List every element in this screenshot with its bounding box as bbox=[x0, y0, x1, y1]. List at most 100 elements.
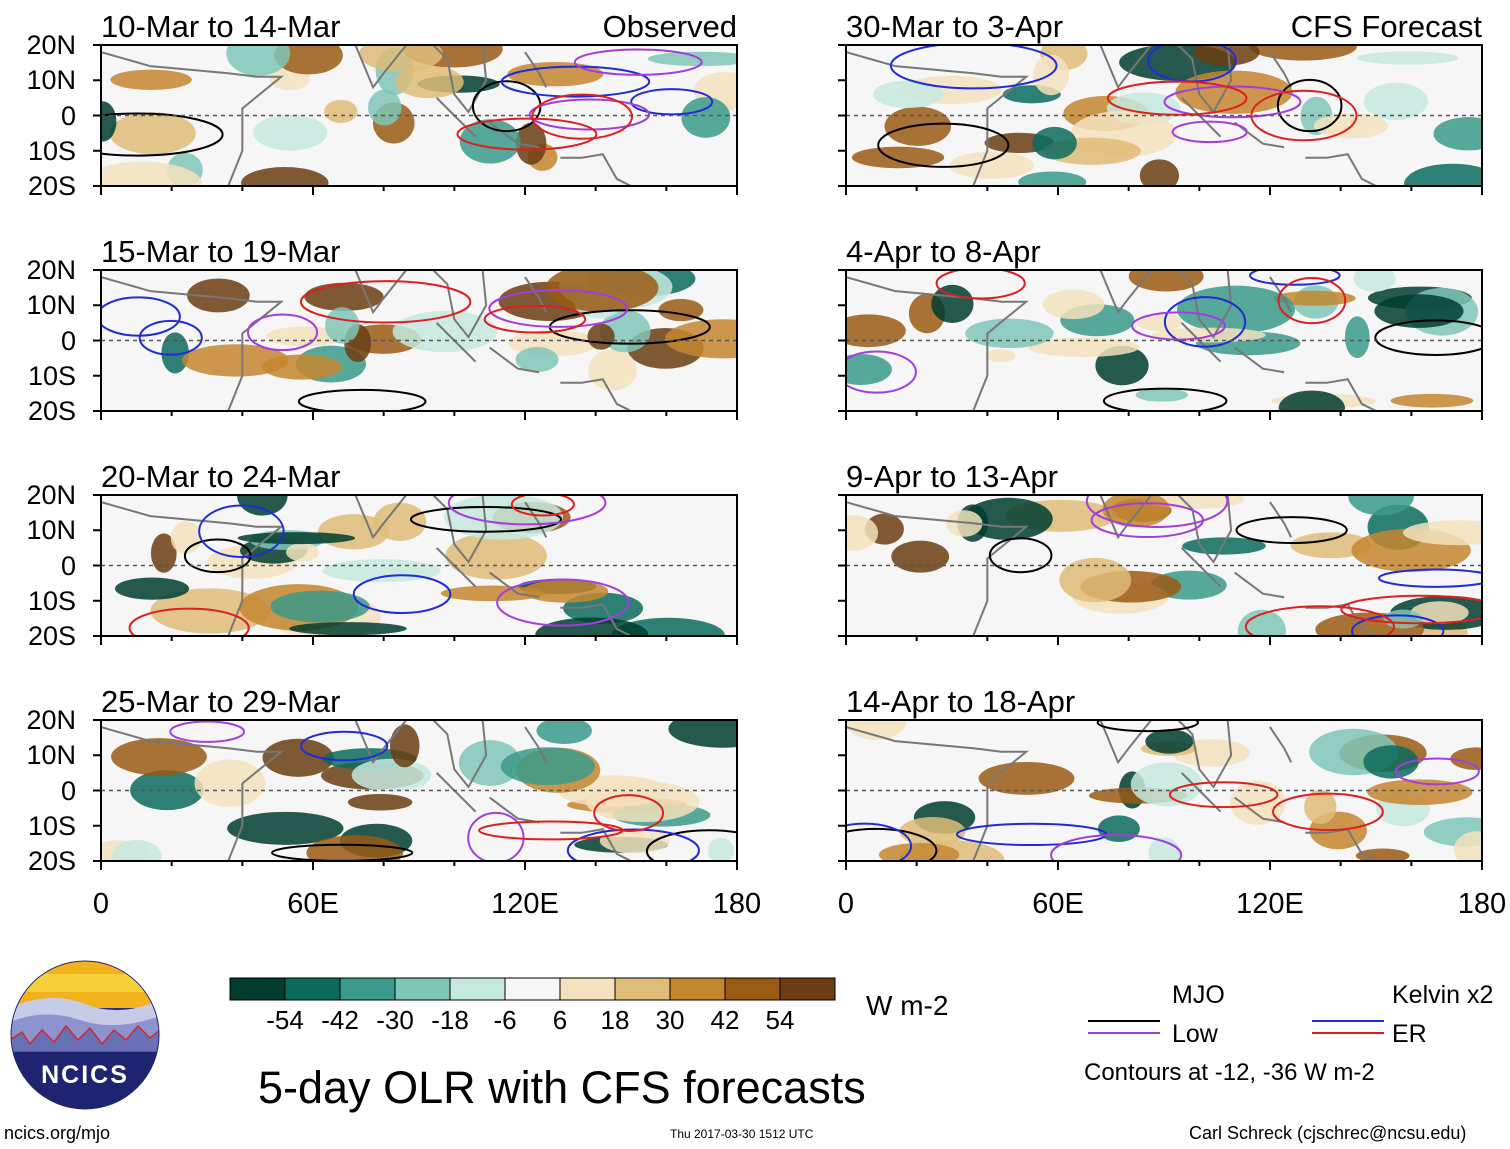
anomaly-cell bbox=[1229, 780, 1286, 825]
anomaly-cell bbox=[1059, 557, 1132, 603]
anomaly-cell bbox=[226, 45, 291, 76]
anomaly-cell bbox=[884, 106, 952, 146]
anomaly-cell bbox=[708, 837, 735, 861]
anomaly-cell bbox=[899, 817, 966, 847]
anomaly-cell bbox=[445, 532, 548, 580]
anomaly-cell bbox=[846, 515, 879, 551]
anomaly-cell bbox=[114, 577, 190, 600]
anomaly-cell bbox=[1027, 337, 1140, 357]
anomaly-cell bbox=[1042, 289, 1105, 320]
anomaly-cell bbox=[545, 270, 659, 312]
anomaly-cell bbox=[1148, 837, 1181, 861]
anomaly-cell bbox=[389, 724, 420, 768]
main-title: 5-day OLR with CFS forecasts bbox=[258, 1062, 866, 1113]
er-contour bbox=[531, 93, 634, 140]
er-contour bbox=[1168, 781, 1279, 809]
anomaly-cell bbox=[101, 101, 117, 142]
lat-label: 20N bbox=[26, 30, 76, 60]
mjo-contour bbox=[1096, 720, 1199, 733]
anomaly-cell bbox=[647, 51, 737, 67]
lat-label: 10S bbox=[27, 135, 76, 166]
mjo-contour bbox=[101, 112, 224, 157]
kelvin-contour bbox=[352, 574, 452, 614]
low-contour bbox=[846, 350, 917, 394]
coastline bbox=[846, 501, 1030, 636]
lat-label: 20S bbox=[27, 396, 76, 426]
coastline bbox=[489, 571, 540, 599]
anomaly-cell bbox=[851, 146, 945, 169]
anomaly-cell bbox=[1304, 789, 1337, 825]
kelvin-contour bbox=[300, 730, 389, 762]
er-contour bbox=[593, 794, 665, 832]
coastline bbox=[1234, 121, 1285, 149]
logo-text: NCICS bbox=[41, 1061, 129, 1089]
coastline bbox=[1234, 571, 1285, 599]
kelvin-contour bbox=[889, 45, 1058, 90]
coastline bbox=[353, 495, 408, 540]
legend-label-er: ER bbox=[1392, 1020, 1427, 1048]
anomaly-cell bbox=[1193, 45, 1260, 66]
anomaly-cell bbox=[1367, 779, 1473, 805]
low-contour bbox=[1131, 311, 1226, 341]
coastline bbox=[353, 720, 408, 765]
lat-label: 20N bbox=[26, 255, 76, 285]
lat-label: 10S bbox=[27, 585, 76, 616]
coastline bbox=[1180, 97, 1222, 138]
anomaly-cell bbox=[368, 89, 402, 126]
coastline bbox=[560, 603, 632, 636]
lon-label: 180 bbox=[712, 888, 762, 920]
low-contour bbox=[573, 48, 703, 76]
anomaly-cell bbox=[170, 521, 202, 555]
anomaly-cell bbox=[359, 45, 443, 73]
anomaly-cell bbox=[161, 332, 189, 374]
anomaly-cell bbox=[1130, 762, 1203, 807]
panel-tag-1: Observed bbox=[602, 9, 737, 44]
coastline bbox=[1269, 726, 1293, 763]
footer-url[interactable]: ncics.org/mjo bbox=[4, 1123, 111, 1143]
kelvin-contour bbox=[1249, 270, 1341, 286]
coastline bbox=[1234, 346, 1285, 374]
footer-credit: Carl Schreck (cjschrec@ncsu.edu) bbox=[1189, 1123, 1467, 1143]
lon-label: 180 bbox=[1457, 888, 1507, 920]
kelvin-contour bbox=[101, 296, 181, 337]
footer-timestamp: Thu 2017-03-30 1512 UTC bbox=[670, 1127, 814, 1141]
coastline bbox=[101, 501, 285, 636]
anomaly-cell bbox=[1453, 831, 1482, 861]
coastline bbox=[101, 51, 285, 186]
low-contour bbox=[1163, 85, 1302, 119]
anomaly-cell bbox=[150, 588, 270, 634]
mjo-contour bbox=[409, 506, 563, 533]
anomaly-cell bbox=[262, 738, 334, 777]
lat-label: 0 bbox=[60, 100, 76, 131]
coastline bbox=[1098, 720, 1153, 765]
anomaly-cell bbox=[286, 543, 320, 562]
coastline bbox=[435, 322, 477, 363]
anomaly-cell bbox=[681, 97, 731, 138]
legend-label-kelvin: Kelvin x2 bbox=[1392, 981, 1494, 1009]
low-contour bbox=[246, 313, 319, 352]
anomaly-cell bbox=[101, 161, 202, 186]
panel-title-8: 14-Apr to 18-Apr bbox=[846, 684, 1076, 719]
mjo-contour bbox=[297, 388, 427, 411]
coastline bbox=[431, 270, 488, 339]
anomaly-cell bbox=[1363, 745, 1419, 779]
coastline bbox=[1180, 322, 1222, 363]
coastline bbox=[1180, 547, 1222, 588]
anomaly-cell bbox=[253, 114, 328, 151]
coastline bbox=[1234, 796, 1285, 824]
mjo-contour bbox=[1102, 387, 1228, 411]
lon-label: 60E bbox=[1032, 888, 1084, 920]
coastline bbox=[1176, 270, 1233, 339]
coastline bbox=[524, 726, 548, 763]
coastline bbox=[1098, 495, 1153, 540]
coastline bbox=[101, 726, 285, 861]
anomaly-cell bbox=[1237, 609, 1287, 636]
anomaly-cell bbox=[1290, 532, 1372, 559]
anomaly-cell bbox=[111, 839, 162, 861]
anomaly-cell bbox=[1348, 495, 1414, 516]
er-contour bbox=[1272, 792, 1384, 832]
anomaly-cell bbox=[1344, 316, 1370, 359]
lat-label: 0 bbox=[60, 325, 76, 356]
